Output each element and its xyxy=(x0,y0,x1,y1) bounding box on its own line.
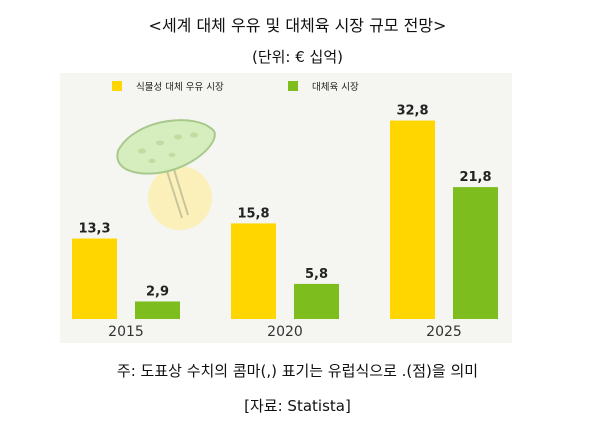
x-tick-label-2015: 2015 xyxy=(108,324,144,340)
legend-label-milk: 식물성 대체 우유 시장 xyxy=(136,82,224,93)
bar-milk-2025 xyxy=(390,120,435,319)
source-label: [자료: Statista] xyxy=(244,397,351,415)
bar-meat-2025 xyxy=(453,187,498,319)
footnote: 주: 도표상 수치의 콤마(,) 표기는 유럽식으로 .(점)을 의미 xyxy=(116,362,479,380)
legend: 식물성 대체 우유 시장 대체육 시장 xyxy=(112,81,359,93)
bar-milk-2020 xyxy=(231,223,276,319)
data-label-meat-2015: 2,9 xyxy=(146,284,169,299)
data-label-milk-2020: 15,8 xyxy=(237,206,269,221)
bar-milk-2015 xyxy=(72,238,117,319)
bar-chart: 식물성 대체 우유 시장 대체육 시장 13,3 2,9 2015 15,8 5,8 20… xyxy=(60,73,512,343)
data-label-meat-2020: 5,8 xyxy=(305,267,328,282)
data-label-milk-2015: 13,3 xyxy=(78,222,110,237)
unit-label: (단위: € 십억) xyxy=(251,48,344,66)
x-tick-label-2025: 2025 xyxy=(426,324,462,340)
chart-background xyxy=(60,73,512,343)
legend-swatch-milk xyxy=(112,81,122,91)
data-label-meat-2025: 21,8 xyxy=(459,170,491,185)
bar-meat-2020 xyxy=(294,283,339,319)
legend-label-meat: 대체육 시장 xyxy=(312,82,359,93)
data-label-milk-2025: 32,8 xyxy=(396,104,428,119)
x-tick-label-2020: 2020 xyxy=(267,324,303,340)
chart-title: <세계 대체 우유 및 대체육 시장 규모 전망> xyxy=(148,16,447,35)
legend-swatch-meat xyxy=(288,81,298,91)
cucumber-on-fork-icon xyxy=(116,119,216,230)
bar-meat-2015 xyxy=(135,301,180,319)
